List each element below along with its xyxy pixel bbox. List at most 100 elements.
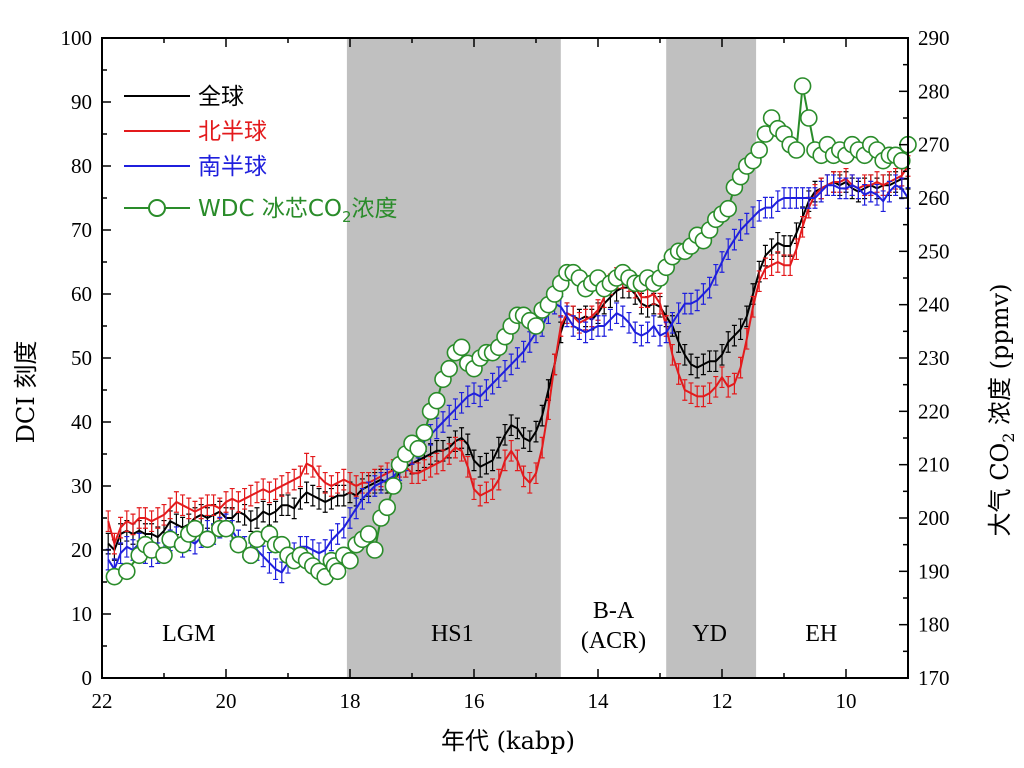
y-left-tick-label: 70 (71, 218, 92, 242)
y-right-tick-label: 170 (918, 666, 950, 690)
errorbar-2-61 (483, 379, 489, 401)
y-left-tick-label: 90 (71, 90, 92, 114)
co2-point-104 (799, 109, 818, 127)
errorbar-2-90 (663, 321, 669, 344)
errorbar-2-63 (496, 366, 502, 389)
errorbar-2-76 (576, 318, 582, 341)
errorbar-1-105 (756, 270, 762, 293)
co2-point-14 (242, 546, 260, 565)
errorbar-2-109 (781, 187, 787, 209)
errorbar-1-15 (198, 497, 204, 520)
errorbar-1-1 (111, 532, 117, 555)
period-label-0: LGM (162, 621, 215, 647)
errorbar-1-104 (750, 295, 756, 318)
co2-point-46 (440, 359, 459, 378)
errorbar-1-26 (266, 481, 272, 504)
period-label-2: (ACR) (581, 628, 646, 654)
errorbar-1-96 (700, 385, 706, 408)
errorbar-0-67 (521, 427, 527, 449)
y-left-tick-label: 100 (61, 26, 93, 50)
errorbar-0-70 (539, 404, 545, 427)
co2-point-5 (155, 546, 173, 565)
errorbar-1-109 (781, 254, 787, 277)
errorbar-0-93 (682, 343, 688, 366)
errorbar-1-16 (204, 494, 210, 517)
errorbar-2-111 (793, 187, 799, 209)
period-label-4: EH (805, 621, 837, 647)
x-tick-label: 12 (712, 689, 733, 713)
errorbar-2-88 (651, 315, 657, 337)
errorbar-2-79 (595, 315, 601, 337)
errorbar-2-100 (725, 238, 731, 261)
period-labels: LGM HS1 B-A (ACR) YD EH (162, 598, 837, 654)
errorbar-2-40 (353, 497, 359, 520)
errorbar-2-92 (676, 302, 682, 325)
x-axis-title: 年代 (kabp) (441, 727, 575, 755)
errorbar-0-94 (688, 353, 694, 376)
x-tick-label: 20 (216, 689, 237, 713)
errorbar-2-77 (583, 321, 589, 344)
y-right-tick-label: 280 (918, 79, 950, 103)
y-left-tick-label: 20 (71, 538, 92, 562)
errorbar-0-60 (477, 455, 483, 478)
errorbar-2-119 (843, 177, 849, 200)
x-tick-label: 22 (92, 689, 113, 713)
errorbar-0-25 (260, 500, 266, 523)
errorbar-2-75 (570, 315, 576, 337)
errorbar-2-60 (477, 385, 483, 408)
errorbar-1-8 (155, 507, 161, 529)
errorbar-2-38 (341, 516, 347, 539)
errorbar-2-104 (750, 206, 756, 229)
errorbar-2-44 (378, 471, 384, 494)
co2-point-44 (427, 391, 446, 410)
series-3 (105, 77, 917, 586)
errorbar-2-66 (514, 347, 520, 369)
x-tick-label: 10 (836, 689, 857, 713)
errorbar-1-28 (279, 475, 285, 497)
errorbar-0-62 (490, 449, 496, 472)
errorbar-2-67 (521, 340, 527, 363)
co2-point-33 (359, 525, 378, 543)
y-right-tick-label: 260 (918, 186, 950, 210)
errorbar-0-58 (465, 433, 471, 456)
errorbar-0-30 (291, 497, 297, 520)
errorbar-1-23 (248, 484, 254, 507)
errorbar-2-115 (818, 180, 824, 203)
legend-label-global: 全球 (198, 84, 244, 110)
errorbar-1-21 (235, 491, 241, 513)
errorbar-2-117 (831, 174, 837, 197)
errorbar-2-96 (700, 283, 706, 305)
errorbar-2-99 (719, 251, 725, 273)
series-line-0 (107, 177, 908, 552)
errorbar-2-108 (775, 190, 781, 213)
series-line-1 (107, 165, 909, 547)
errorbar-1-63 (496, 468, 502, 491)
errorbar-0-101 (731, 324, 737, 347)
errorbar-1-53 (434, 452, 440, 475)
errorbar-1-33 (310, 455, 316, 478)
errorbar-2-55 (446, 404, 452, 427)
legend-label-south: 南半球 (198, 154, 267, 180)
errorbar-2-102 (738, 219, 744, 241)
errorbar-2-107 (769, 196, 775, 219)
errorbar-2-62 (490, 372, 496, 395)
errorbar-1-60 (477, 484, 483, 507)
errorbar-1-99 (719, 366, 725, 389)
period-label-1: HS1 (431, 621, 474, 647)
errorbar-1-34 (316, 465, 322, 488)
errorbar-2-112 (800, 187, 806, 209)
errorbar-1-11 (173, 491, 179, 513)
errorbar-0-102 (738, 318, 744, 341)
x-tick-label: 14 (588, 689, 610, 713)
errorbar-2-127 (893, 174, 899, 197)
errorbar-2-26 (266, 551, 272, 574)
y-left-tick-label: 0 (82, 666, 93, 690)
co2-point-1 (118, 562, 136, 581)
errorbar-0-100 (725, 331, 731, 353)
errorbar-2-124 (874, 183, 880, 206)
co2-point-103 (793, 77, 812, 95)
errorbar-1-92 (676, 363, 682, 385)
errorbar-1-36 (328, 475, 334, 497)
errorbar-1-61 (483, 481, 489, 504)
errorbar-1-40 (353, 475, 359, 497)
